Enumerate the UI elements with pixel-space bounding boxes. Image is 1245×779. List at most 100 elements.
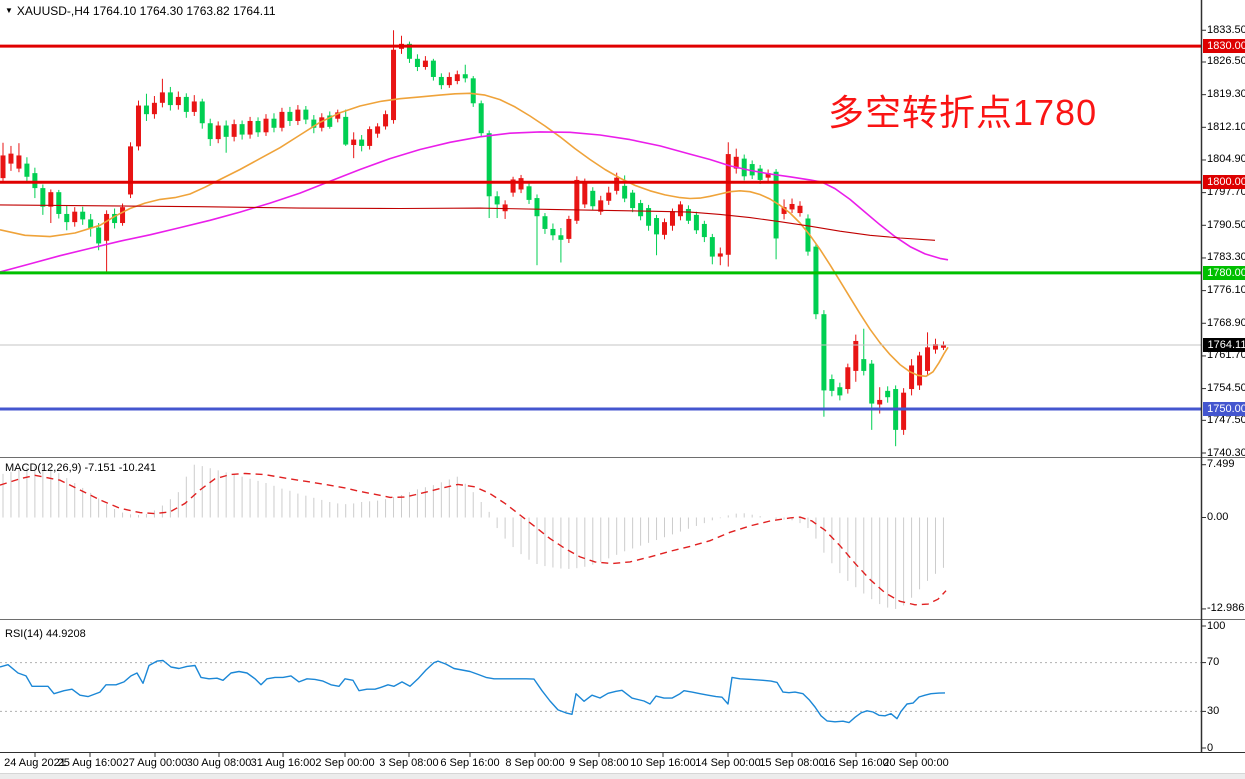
time-tick-label: 6 Sep 16:00 [440,757,500,769]
time-tick-label: 9 Sep 08:00 [569,757,629,769]
candle-up [120,207,126,224]
candle-up [518,178,524,190]
candle-down [837,387,843,396]
candle-up [191,101,197,112]
time-tick-label: 25 Aug 16:00 [57,757,123,769]
rsi-tick-label: 0 [1207,741,1214,754]
candle-up [159,92,165,103]
time-tick-label: 30 Aug 08:00 [186,757,252,769]
candle-down [829,379,835,391]
candle-down [542,216,548,229]
candle-down [869,363,875,404]
macd-tick-label: 7.499 [1207,458,1235,471]
candle-down [773,171,779,239]
candle-up [845,367,851,390]
candle-up [901,392,907,430]
time-tick-label: 10 Sep 16:00 [630,757,696,769]
candle-down [630,192,636,209]
candle-up [940,345,946,348]
chart-annotation: 多空转折点1780 [828,92,1098,133]
rsi-tick-label: 70 [1207,656,1220,669]
time-tick-label: 20 Sep 00:00 [883,757,949,769]
candle-up [104,213,110,241]
candle-down [861,359,867,371]
candle-up [925,347,931,371]
price-tick-label: 1761.70 [1207,349,1245,362]
candle-up [606,192,612,201]
candle-up [574,179,580,221]
time-tick-label: 8 Sep 00:00 [505,757,565,769]
candle-down [199,101,205,124]
candle-down [749,164,755,176]
candle-down [478,103,484,134]
candle-up [16,155,22,169]
price-tick-label: 1783.30 [1207,251,1245,264]
rsi-tick-label: 100 [1207,619,1226,632]
candle-up [215,125,221,140]
candle-up [853,340,859,371]
price-tick-label: 1826.50 [1207,55,1245,68]
candle-up [717,253,723,257]
candle-down [590,190,596,207]
price-badge-1780.00: 1780.00 [1203,265,1245,280]
candle-up [510,179,516,193]
candle-down [813,246,819,315]
candle-up [279,111,285,128]
macd-tick-label: -12.986 [1207,602,1245,615]
candle-up [917,355,923,386]
candle-down [885,390,891,398]
candle-up [367,129,373,146]
price-tick-label: 1740.30 [1207,446,1245,459]
price-badge-1750.00: 1750.00 [1203,402,1245,416]
candle-down [56,192,62,214]
candle-down [96,227,102,244]
symbol-ohlc-text: XAUUSD-,H4 1764.10 1764.30 1763.82 1764.… [16,4,276,18]
candle-up [765,173,771,178]
candle-up [128,146,134,195]
price-tick-label: 1833.50 [1207,23,1245,36]
candle-up [669,211,675,226]
candle-down [438,76,444,86]
price-badge-1800.00: 1800.00 [1203,175,1245,190]
candle-down [470,78,476,104]
bottom-strip [0,773,1245,779]
candle-down [757,168,763,180]
candle-down [494,196,500,205]
candle-down [693,214,699,231]
candle-up [383,114,389,127]
time-tick-label: 14 Sep 00:00 [695,757,761,769]
candle-up [446,76,452,86]
candle-down [558,235,564,240]
candle-down [430,60,436,77]
candle-down [741,158,747,177]
candle-down [414,58,420,67]
candle-up [0,155,6,179]
chevron-down-icon[interactable]: ▼ [5,6,13,15]
candle-down [32,173,38,189]
candle-down [271,118,277,128]
price-tick-label: 1790.50 [1207,218,1245,231]
candle-down [167,92,173,106]
candle-down [287,111,293,121]
price-tick-label: 1804.90 [1207,153,1245,166]
candle-down [646,208,652,226]
candle-up [8,153,14,164]
price-badge-1830.00: 1830.00 [1203,39,1245,54]
candle-up [877,399,883,405]
candle-up [598,200,604,212]
candle-up [135,105,141,147]
candle-up [454,74,460,82]
candle-down [223,125,229,137]
candle-down [255,120,261,133]
candle-up [335,112,341,119]
candle-up [351,139,357,146]
candle-up [319,117,325,128]
candle-up [725,154,731,255]
candle-up [422,60,428,67]
candle-down [550,228,556,236]
candle-up [909,365,915,390]
candle-down [805,218,811,252]
candle-down [359,139,365,146]
